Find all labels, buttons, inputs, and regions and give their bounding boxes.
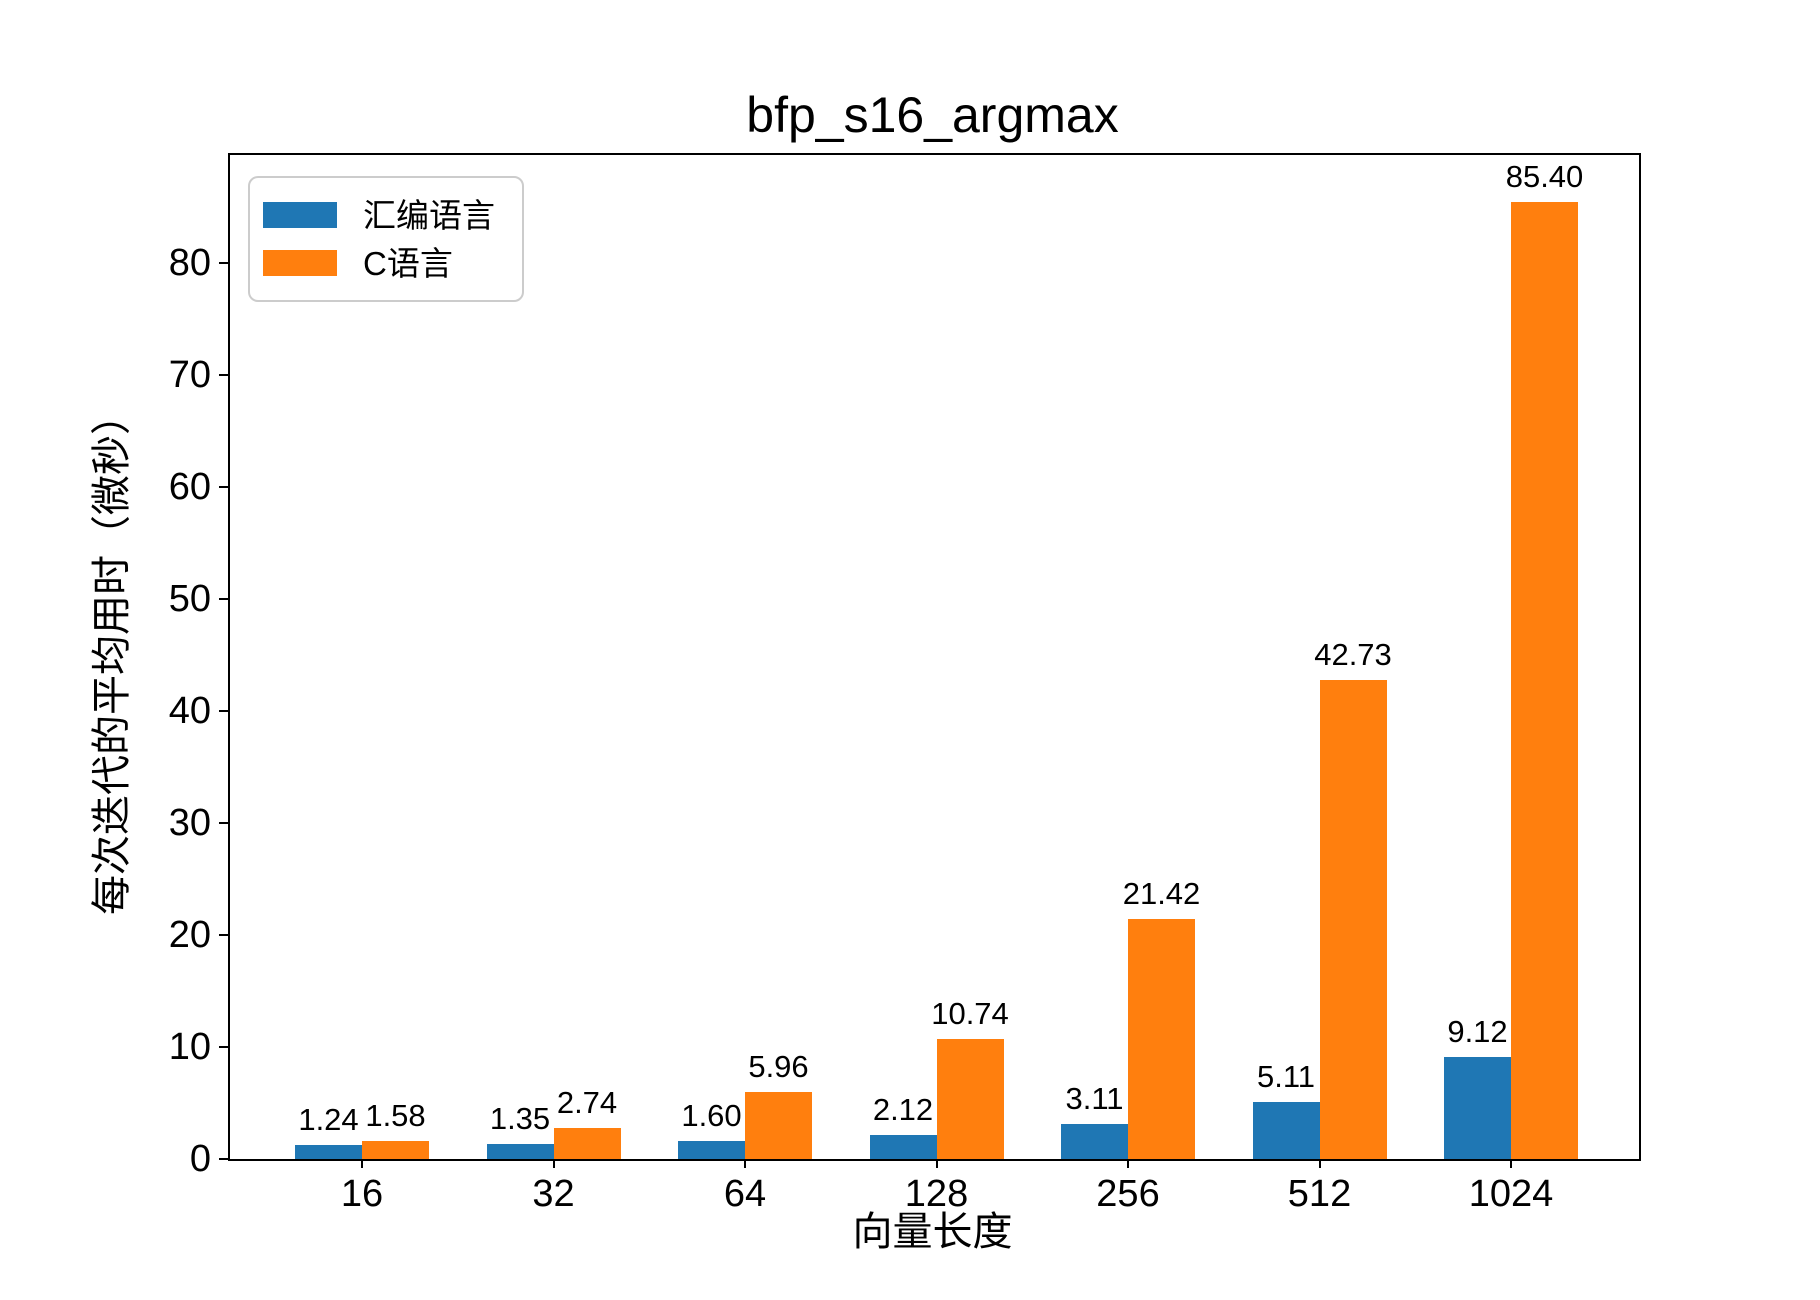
bar-汇编语言-32 (486, 1143, 554, 1159)
bar-value-label-C语言-128: 10.74 (931, 995, 1009, 1031)
x-tick-label-256: 256 (1096, 1173, 1160, 1215)
y-tick-mark-20 (219, 933, 228, 936)
bar-汇编语言-512 (1252, 1101, 1320, 1159)
bar-汇编语言-256 (1061, 1124, 1128, 1159)
bar-value-label-C语言-256: 21.42 (1122, 875, 1201, 911)
x-tick-label-16: 16 (340, 1173, 384, 1215)
x-tick-mark-1024 (1510, 1159, 1512, 1168)
bar-C语言-128 (936, 1038, 1004, 1159)
y-tick-label-20: 20 (168, 913, 211, 956)
bar-value-label-C语言-1024: 85.40 (1505, 159, 1584, 195)
y-tick-mark-0 (219, 1158, 228, 1160)
x-tick-mark-32 (552, 1159, 555, 1168)
legend-item-assembly: 汇编语言 (263, 191, 508, 239)
bar-汇编语言-1024 (1444, 1056, 1511, 1159)
legend: 汇编语言 C语言 (248, 176, 524, 302)
y-tick-label-30: 30 (168, 801, 211, 844)
bar-value-label-汇编语言-16: 1.24 (298, 1102, 359, 1138)
x-tick-mark-256 (1127, 1159, 1129, 1168)
y-tick-label-70: 70 (168, 353, 211, 396)
y-tick-label-60: 60 (168, 465, 211, 508)
x-tick-label-1024: 1024 (1468, 1173, 1554, 1215)
y-tick-mark-80 (219, 261, 228, 264)
y-tick-mark-50 (219, 597, 228, 600)
y-tick-label-10: 10 (168, 1025, 211, 1068)
bar-value-label-C语言-32: 2.74 (556, 1085, 618, 1121)
chart-title: bfp_s16_argmax (746, 87, 1119, 143)
bar-value-label-C语言-16: 1.58 (365, 1098, 426, 1134)
bar-value-label-C语言-64: 5.96 (748, 1049, 809, 1085)
x-tick-label-64: 64 (723, 1173, 767, 1215)
y-tick-mark-40 (219, 709, 228, 712)
x-tick-mark-512 (1318, 1159, 1321, 1168)
y-tick-label-0: 0 (189, 1138, 211, 1180)
y-tick-mark-70 (219, 373, 228, 376)
x-axis-label: 向量长度 (852, 1210, 1013, 1254)
bar-value-label-汇编语言-1024: 9.12 (1447, 1013, 1508, 1049)
x-tick-label-512: 512 (1287, 1173, 1352, 1215)
bar-value-label-汇编语言-512: 5.11 (1256, 1058, 1316, 1094)
legend-item-c: C语言 (263, 239, 508, 287)
legend-label-c: C语言 (363, 244, 453, 282)
bar-C语言-1024 (1511, 202, 1578, 1159)
plot-area: 1.24 1.58 1.35 2.74 1.60 5.96 2.12 10.74 3.11 21.… (228, 153, 1641, 1161)
bar-C语言-16 (362, 1141, 429, 1159)
bar-C语言-32 (553, 1128, 621, 1159)
bar-汇编语言-64 (678, 1141, 745, 1159)
bar-C语言-64 (745, 1092, 812, 1159)
bar-value-label-汇编语言-128: 2.12 (872, 1092, 934, 1128)
x-tick-mark-128 (935, 1159, 938, 1168)
bar-C语言-256 (1128, 918, 1195, 1159)
bar-汇编语言-128 (869, 1135, 937, 1159)
y-tick-mark-60 (219, 485, 228, 488)
y-tick-mark-10 (219, 1045, 228, 1048)
bar-value-label-汇编语言-32: 1.35 (489, 1100, 551, 1136)
y-tick-label-40: 40 (168, 689, 211, 732)
y-tick-label-80: 80 (168, 241, 211, 284)
x-tick-mark-16 (361, 1159, 363, 1168)
legend-swatch-assembly (263, 202, 337, 228)
legend-swatch-c (263, 250, 337, 276)
bar-value-label-汇编语言-256: 3.11 (1065, 1081, 1124, 1117)
y-tick-label-50: 50 (168, 577, 211, 620)
bar-value-label-C语言-512: 42.73 (1314, 637, 1392, 673)
bar-C语言-512 (1319, 680, 1387, 1159)
bar-汇编语言-16 (295, 1145, 362, 1159)
x-tick-label-128: 128 (904, 1173, 969, 1215)
bar-value-label-汇编语言-64: 1.60 (681, 1098, 742, 1134)
y-tick-mark-30 (219, 821, 228, 824)
x-tick-mark-64 (744, 1159, 746, 1168)
legend-label-assembly: 汇编语言 (363, 196, 495, 234)
x-tick-label-32: 32 (532, 1173, 575, 1215)
